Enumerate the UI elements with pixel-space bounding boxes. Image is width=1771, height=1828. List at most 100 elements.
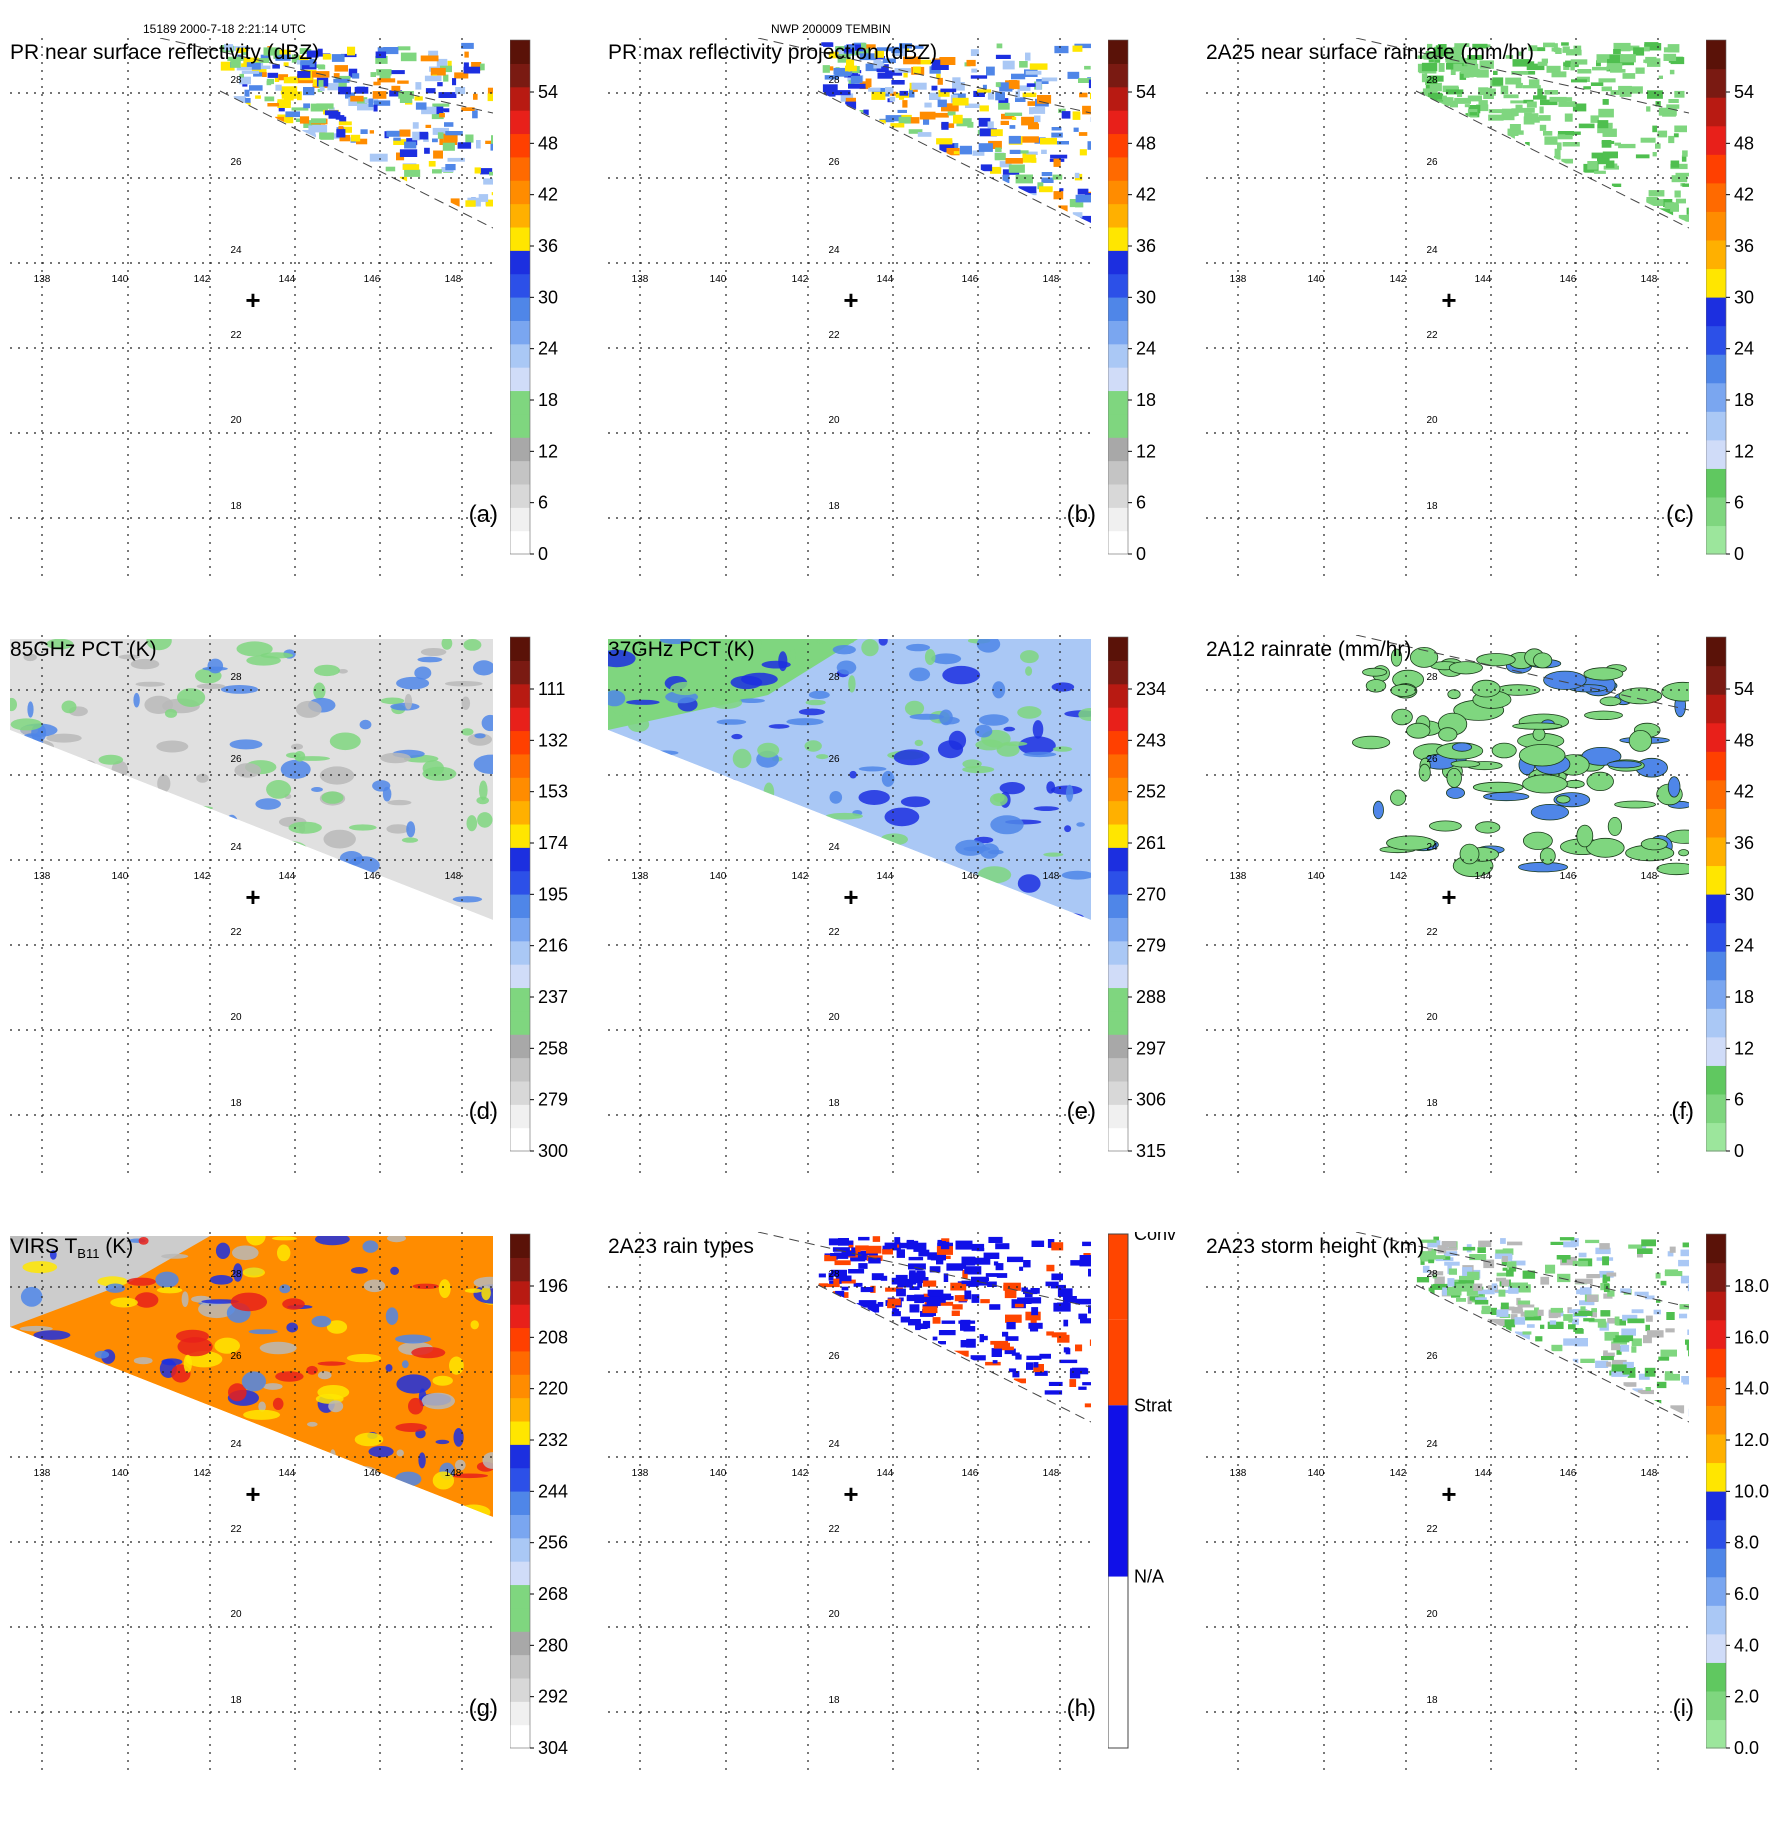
lon-label: 144 (877, 1468, 894, 1479)
colorbar-tick-label: 48 (1734, 133, 1754, 153)
colorbar-tick-label: 54 (1734, 82, 1754, 102)
panel-title: PR max reflectivity projection (dBZ) (608, 41, 937, 65)
storm-center-marker: + (843, 1479, 858, 1509)
colorbar-tick-label: 42 (1136, 185, 1156, 205)
colorbar-tick-label: 36 (1734, 236, 1754, 256)
lat-label: 24 (230, 842, 242, 853)
colorbar-tick-label: 6.0 (1734, 1584, 1759, 1604)
panel-letter-label: (d) (469, 1098, 498, 1126)
colorbar-tick-label: 216 (538, 936, 568, 956)
colorbar-tick-label: 237 (538, 987, 568, 1007)
lat-label: 18 (230, 1695, 242, 1706)
colorbar-tick-label: 304 (538, 1738, 568, 1758)
colorbar-tick-label: 315 (1136, 1141, 1166, 1161)
lat-label: 24 (1426, 842, 1438, 853)
lat-label: 22 (828, 927, 840, 938)
panel-title-text: 2A25 near surface rainrate (mm/hr) (1206, 41, 1534, 64)
lat-label: 28 (828, 672, 840, 683)
panel-title-unit: (K) (99, 1235, 133, 1258)
storm-center-marker: + (843, 285, 858, 315)
colorbar-tick-label: 132 (538, 730, 568, 750)
colorbar-tick-label: 30 (1734, 287, 1754, 307)
lon-label: 138 (632, 274, 649, 285)
lat-label: 18 (230, 501, 242, 512)
lon-label: 142 (194, 871, 211, 882)
panel-title: 2A23 storm height (km) (1206, 1235, 1424, 1259)
lon-label: 144 (1475, 274, 1492, 285)
lon-label: 148 (1641, 274, 1658, 285)
colorbar-tick-label: 6 (538, 493, 548, 513)
colorbar-tick-label: 18 (1136, 390, 1156, 410)
storm-center-marker: + (245, 285, 260, 315)
lat-label: 28 (828, 1269, 840, 1280)
colorbar-tick-label: 195 (538, 884, 568, 904)
panel-letter-label: (b) (1067, 501, 1096, 529)
panel-title: 2A12 rainrate (mm/hr) (1206, 638, 1411, 662)
lon-label: 140 (710, 274, 727, 285)
lon-label: 144 (279, 1468, 296, 1479)
lat-label: 28 (230, 672, 242, 683)
colorbar-tick-label: 24 (1734, 339, 1754, 359)
lat-label: 24 (828, 245, 840, 256)
lat-label: 22 (230, 927, 242, 938)
panel-title-text: 85GHz PCT (K) (10, 638, 157, 661)
panel-title-text: 2A23 rain types (608, 1235, 754, 1258)
lon-label: 140 (112, 274, 129, 285)
lat-label: 28 (828, 75, 840, 86)
lon-label: 140 (112, 871, 129, 882)
colorbar-tick-label: 48 (1136, 133, 1156, 153)
panel-title: 85GHz PCT (K) (10, 638, 157, 662)
lat-label: 22 (828, 330, 840, 341)
colorbar-tick-label: 258 (538, 1038, 568, 1058)
lat-label: 24 (230, 245, 242, 256)
lat-label: 24 (1426, 1439, 1438, 1450)
lat-label: 20 (230, 415, 242, 426)
colorbar-tick-label: 292 (538, 1687, 568, 1707)
lon-label: 148 (1043, 871, 1060, 882)
lon-label: 140 (710, 1468, 727, 1479)
storm-center-marker: + (245, 1479, 260, 1509)
lon-label: 144 (877, 274, 894, 285)
colorbar-tick-label: 8.0 (1734, 1533, 1759, 1553)
storm-center-marker: + (1441, 1479, 1456, 1509)
colorbar-tick-label: 270 (1136, 884, 1166, 904)
colorbar-tick-label: 54 (538, 82, 558, 102)
colorbar-tick-label: 24 (1734, 936, 1754, 956)
lon-label: 144 (279, 274, 296, 285)
colorbar-tick-label: 6 (1734, 1090, 1744, 1110)
lat-label: 26 (230, 1351, 242, 1362)
colorbar-tick-label: 6 (1136, 493, 1146, 513)
colorbar-tick-label: 12 (538, 441, 558, 461)
lon-label: 146 (1560, 274, 1577, 285)
colorbar-tick-label: 36 (538, 236, 558, 256)
lon-label: 140 (710, 871, 727, 882)
lon-label: 146 (1560, 1468, 1577, 1479)
panel-letter-label: (h) (1067, 1695, 1096, 1723)
colorbar-tick-label: 24 (538, 339, 558, 359)
lat-label: 26 (230, 754, 242, 765)
lon-label: 148 (1043, 1468, 1060, 1479)
lon-label: 146 (962, 871, 979, 882)
colorbar-tick-label: 261 (1136, 833, 1166, 853)
lat-label: 20 (828, 1012, 840, 1023)
colorbar-tick-label: 18 (1734, 987, 1754, 1007)
colorbar-tick-label: Conv (1134, 1232, 1176, 1244)
panel-title: PR near surface reflectivity (dBZ) (10, 41, 319, 65)
lat-label: 18 (1426, 1098, 1438, 1109)
colorbar-tick-label: 54 (1734, 679, 1754, 699)
colorbar-tick-label: 42 (538, 185, 558, 205)
colorbar-tick-label: 30 (538, 287, 558, 307)
panel-letter-label: (c) (1666, 501, 1694, 529)
lat-label: 28 (1426, 1269, 1438, 1280)
